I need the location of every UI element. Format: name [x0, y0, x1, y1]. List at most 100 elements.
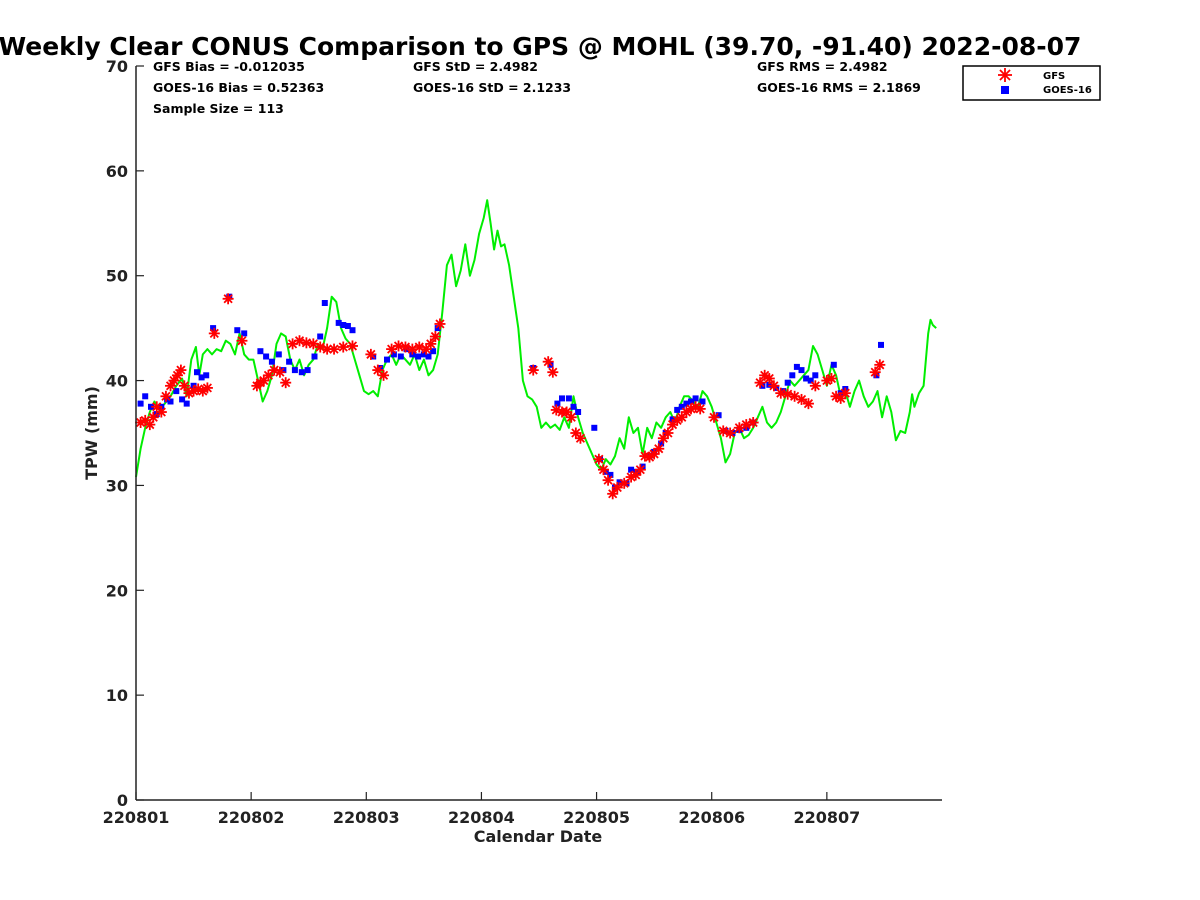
goes16-point [164, 396, 171, 403]
stat-goes-rms: GOES-16 RMS = 2.1869 [757, 80, 921, 95]
gfs-point [274, 366, 286, 378]
gfs-point [365, 348, 377, 360]
goes16-point [789, 372, 796, 379]
goes16-point [699, 398, 706, 405]
gfs-point [869, 366, 881, 378]
goes16-point [420, 351, 427, 358]
gfs-point [175, 364, 187, 376]
goes16-point [793, 363, 800, 370]
gfs-point [542, 356, 554, 368]
goes16-point [803, 375, 810, 382]
gfs-point [754, 377, 766, 389]
gfs-point [155, 406, 167, 418]
goes16-point [554, 400, 561, 407]
gfs-point [222, 293, 234, 305]
stat-gfs-std: GFS StD = 2.4982 [413, 59, 538, 74]
goes16-point [304, 367, 311, 374]
goes16-point [678, 403, 685, 410]
gfs-point [147, 411, 159, 423]
goes16-point [263, 353, 270, 360]
gfs-point [346, 340, 358, 352]
x-tick-label: 220807 [793, 808, 860, 827]
goes16-point [335, 319, 342, 326]
gfs-point [434, 318, 446, 330]
goes16-point [275, 351, 282, 358]
goes16-point [344, 323, 351, 329]
goes16-point [317, 333, 324, 340]
goes16-point [425, 353, 432, 360]
x-tick-label: 220805 [563, 808, 630, 827]
goes16-point [873, 372, 880, 379]
gfs-point [618, 477, 630, 489]
gfs-point [574, 432, 586, 444]
y-tick-label: 30 [106, 476, 128, 495]
legend-box [962, 65, 1101, 101]
goes16-point [633, 468, 640, 475]
y-tick-label: 50 [106, 267, 128, 286]
goes16-point [203, 372, 210, 379]
x-tick-label: 220803 [333, 808, 400, 827]
gfs-point [825, 372, 837, 384]
gfs-point [607, 488, 619, 500]
goes16-point [167, 398, 174, 405]
goes16-point [179, 396, 186, 403]
goes16-point [291, 367, 298, 374]
gfs-point [300, 337, 312, 349]
chart-title: Weekly Clear CONUS Comparison to GPS @ M… [0, 32, 1081, 61]
gfs-point [839, 387, 851, 399]
goes16-point [591, 424, 598, 431]
goes16-point [692, 395, 699, 402]
goes16-point [434, 325, 441, 332]
goes16-point [280, 367, 287, 374]
goes16-point [390, 351, 397, 358]
y-tick-label: 40 [106, 372, 128, 391]
gfs-point [160, 390, 172, 402]
y-axis-label: TPW (mm) [82, 386, 101, 480]
gfs-point [425, 338, 437, 350]
goes16-point [194, 369, 200, 376]
gfs-point [236, 335, 248, 347]
goes16-point [321, 300, 328, 306]
goes16-point [234, 327, 241, 334]
x-tick-label: 220802 [218, 808, 285, 827]
x-tick-label: 220801 [103, 808, 170, 827]
y-tick-label: 0 [117, 791, 128, 810]
gfs-point [802, 398, 814, 410]
gfs-point [634, 464, 646, 476]
legend-gfs-asterisk [998, 68, 1012, 82]
legend-gfs-marker [998, 68, 1012, 82]
goes16-point [210, 325, 217, 332]
legend-goes-square [1001, 86, 1009, 94]
goes16-point [658, 440, 665, 447]
goes16-point [812, 372, 819, 379]
goes16-point [137, 400, 144, 407]
y-tick-label: 70 [106, 57, 128, 76]
goes16-point [688, 398, 694, 405]
goes16-point [173, 388, 180, 395]
goes16-point [830, 361, 837, 368]
goes16-point [683, 400, 690, 407]
goes16-point [142, 393, 149, 400]
goes16-point [798, 367, 805, 374]
gfs-point [178, 380, 190, 392]
stat-gfs-bias: GFS Bias = -0.012035 [153, 59, 305, 74]
goes16-point [268, 358, 275, 365]
gfs-point [662, 427, 674, 439]
goes16-point [241, 330, 248, 337]
y-tick-label: 10 [106, 686, 128, 705]
gfs-point [809, 380, 821, 392]
stat-gfs-rms: GFS RMS = 2.4982 [757, 59, 888, 74]
gfs-point [565, 411, 577, 423]
goes16-point [340, 322, 347, 328]
goes16-point [616, 479, 623, 486]
goes16-point [575, 409, 582, 415]
goes16-point [257, 348, 264, 355]
axes: 0 10 20 30 40 50 60 70 220801 220802 220803 220804 2… [103, 57, 942, 827]
y-tick-label: 20 [106, 581, 128, 600]
gfs-point [393, 340, 405, 352]
plot-area [135, 199, 937, 500]
goes16-point [415, 353, 422, 360]
goes16-point [286, 358, 293, 365]
gfs-point [597, 464, 609, 476]
